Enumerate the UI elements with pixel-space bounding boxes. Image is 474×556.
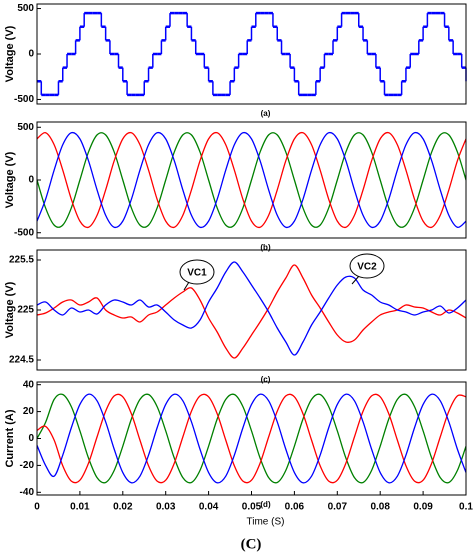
series-line	[37, 261, 466, 356]
y-axis-label: Current (A)	[4, 409, 16, 467]
y-tick-label: -40	[20, 487, 35, 498]
y-tick-label: 40	[23, 379, 35, 390]
series-line	[37, 393, 466, 484]
y-tick-label: -500	[14, 94, 34, 105]
y-tick-label: 20	[23, 406, 35, 417]
series-line	[37, 393, 466, 484]
panel-label: (c)	[261, 375, 271, 384]
panel-label: (a)	[261, 109, 271, 118]
x-tick-label: 0.02	[113, 502, 133, 513]
y-tick-label: 0	[28, 49, 34, 60]
y-tick-label: 224.5	[9, 355, 34, 366]
x-axis-label: Time (S)	[247, 517, 285, 528]
x-tick-label: 0.04	[199, 502, 219, 513]
annotation: VC2	[357, 262, 377, 273]
y-tick-label: 0	[28, 433, 34, 444]
x-tick-label: 0.07	[328, 502, 348, 513]
y-axis-label: Voltage (V)	[4, 151, 16, 208]
y-tick-label: 225.5	[9, 255, 34, 266]
y-tick-label: 0	[28, 175, 34, 186]
y-axis-label: Voltage (V)	[4, 281, 16, 338]
x-tick-label: 0.09	[413, 502, 433, 513]
figure-label: (C)	[241, 536, 262, 552]
x-tick-label: 0.03	[156, 502, 176, 513]
y-tick-label: 225	[17, 305, 34, 316]
x-tick-label: 0.05	[242, 502, 262, 513]
series-line	[37, 264, 466, 359]
annotation: VC1	[187, 268, 207, 279]
series-line	[37, 131, 466, 229]
panel-label: (d)	[260, 500, 271, 509]
series-line	[37, 132, 466, 228]
y-axis-label: Voltage (V)	[4, 25, 16, 82]
panel-label: (b)	[260, 243, 271, 252]
y-tick-label: -20	[20, 460, 35, 471]
annotation-pointer	[183, 281, 190, 291]
series-line	[37, 393, 466, 484]
x-tick-label: 0.06	[285, 502, 305, 513]
x-tick-label: 0.08	[370, 502, 390, 513]
x-tick-label: 0.01	[70, 502, 90, 513]
x-tick-label: 0.1	[459, 502, 473, 513]
y-tick-label: 500	[17, 122, 34, 133]
annotation-pointer	[351, 275, 360, 285]
annotation-bubble	[179, 259, 215, 285]
y-tick-label: 500	[17, 3, 34, 14]
y-tick-label: -500	[14, 227, 34, 238]
x-tick-label: 0	[34, 502, 40, 513]
series-line	[37, 131, 466, 229]
annotation-bubble	[349, 253, 385, 279]
